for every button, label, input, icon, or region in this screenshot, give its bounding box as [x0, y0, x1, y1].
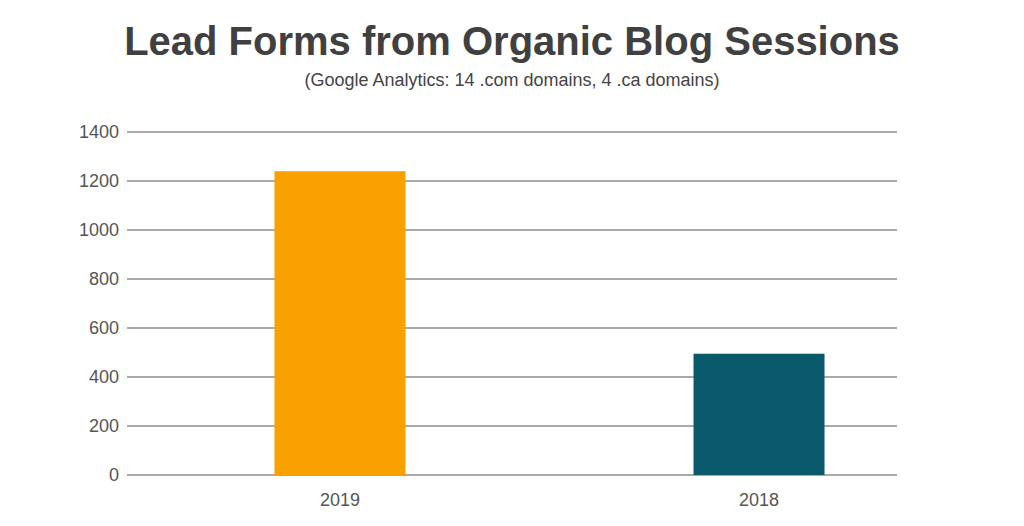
y-tick-label: 800 — [89, 269, 119, 289]
grid-line — [127, 230, 897, 231]
y-tick-label: 200 — [89, 416, 119, 436]
y-tick-label: 400 — [89, 367, 119, 387]
x-tick-label: 2018 — [739, 490, 779, 510]
subtitle: (Google Analytics: 14 .com domains, 4 .c… — [304, 70, 719, 90]
y-tick-label: 0 — [109, 465, 119, 485]
y-tick-label: 1400 — [79, 122, 119, 142]
chart-container: Lead Forms from Organic Blog Sessions (Go… — [0, 0, 1024, 526]
bar — [274, 171, 405, 475]
bar — [694, 354, 825, 475]
y-tick-label: 1200 — [79, 171, 119, 191]
bars-group — [274, 171, 824, 475]
grid-line — [127, 328, 897, 329]
grid-line — [127, 279, 897, 280]
chart-svg: Lead Forms from Organic Blog Sessions (Go… — [0, 0, 1024, 526]
title: Lead Forms from Organic Blog Sessions — [124, 19, 900, 63]
y-tick-label: 600 — [89, 318, 119, 338]
grid-line — [127, 181, 897, 182]
y-tick-label: 1000 — [79, 220, 119, 240]
x-tick-label: 2019 — [320, 490, 360, 510]
grid-line — [127, 132, 897, 133]
